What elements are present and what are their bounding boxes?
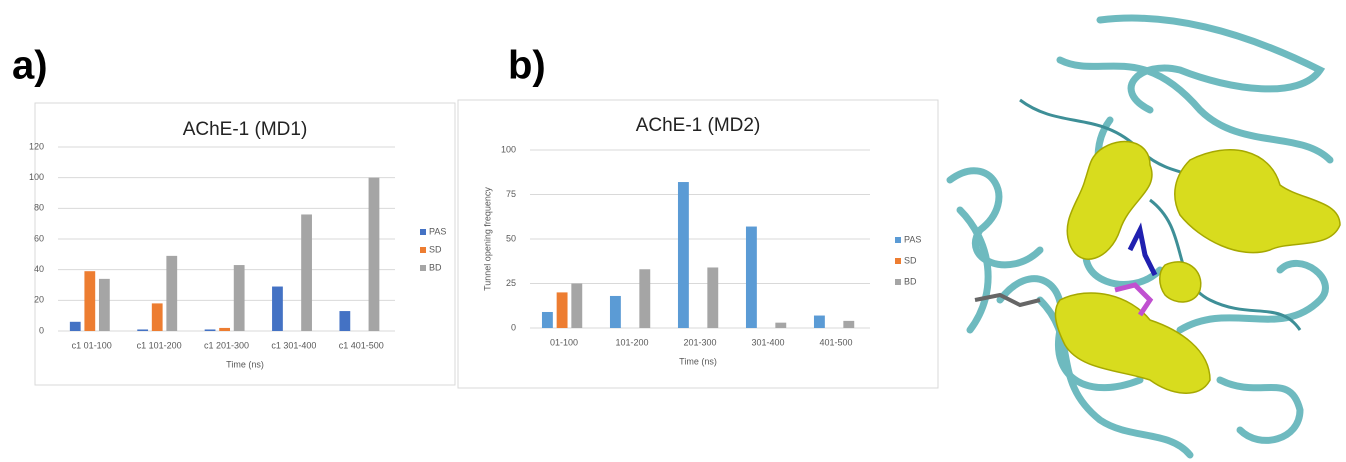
protein-image	[940, 10, 1346, 462]
y-tick-label: 75	[506, 189, 516, 199]
bar	[205, 329, 216, 331]
legend-label: SD	[429, 244, 442, 254]
bar	[234, 265, 245, 331]
y-tick-label: 0	[511, 322, 516, 332]
y-tick-label: 100	[501, 144, 516, 154]
y-tick-label: 100	[29, 172, 44, 182]
bar	[746, 227, 757, 328]
legend-swatch	[420, 265, 426, 271]
x-tick-label: 101-200	[615, 337, 648, 347]
bar	[610, 296, 621, 328]
bar	[707, 267, 718, 328]
bar	[678, 182, 689, 328]
y-tick-label: 80	[34, 203, 44, 213]
bar	[843, 321, 854, 328]
figure: a) b) c) AChE-1 (MD1)02040608010012	[0, 0, 1346, 462]
legend-swatch	[895, 237, 901, 243]
bar	[814, 316, 825, 328]
x-tick-label: 201-300	[683, 337, 716, 347]
chart-title: AChE-1 (MD2)	[636, 115, 761, 136]
legend-label: PAS	[904, 234, 921, 244]
bar	[84, 271, 95, 331]
bar	[339, 311, 350, 331]
x-tick-label: 301-400	[751, 337, 784, 347]
x-tick-label: 401-500	[819, 337, 852, 347]
y-tick-label: 25	[506, 278, 516, 288]
bar	[542, 312, 553, 328]
chart-title: AChE-1 (MD1)	[183, 119, 308, 140]
legend-label: BD	[904, 276, 917, 286]
y-tick-label: 120	[29, 141, 44, 151]
bar	[369, 178, 380, 331]
x-axis-label: Time (ns)	[679, 356, 717, 366]
x-tick-label: c1 301-400	[271, 340, 316, 350]
legend-swatch	[420, 229, 426, 235]
legend-swatch	[420, 247, 426, 253]
bar	[137, 329, 148, 331]
x-tick-label: 01-100	[550, 337, 578, 347]
y-tick-label: 50	[506, 233, 516, 243]
x-tick-label: c1 01-100	[72, 340, 112, 350]
legend-label: BD	[429, 262, 442, 272]
legend-swatch	[895, 258, 901, 264]
bar	[639, 269, 650, 328]
bar	[301, 214, 312, 331]
y-tick-label: 40	[34, 264, 44, 274]
legend-label: SD	[904, 255, 917, 265]
bar	[99, 279, 110, 331]
x-tick-label: c1 401-500	[339, 340, 384, 350]
bar	[775, 323, 786, 328]
bar	[272, 287, 283, 331]
bar	[557, 292, 568, 328]
x-tick-label: c1 101-200	[137, 340, 182, 350]
legend-label: PAS	[429, 226, 446, 236]
bar	[219, 328, 230, 331]
y-tick-label: 20	[34, 295, 44, 305]
y-tick-label: 60	[34, 233, 44, 243]
bar	[166, 256, 177, 331]
bar	[571, 284, 582, 329]
bar	[152, 303, 163, 331]
x-tick-label: c1 201-300	[204, 340, 249, 350]
panel-label: a)	[12, 44, 48, 88]
x-axis-label: Time (ns)	[226, 359, 264, 369]
panel-label: b)	[508, 44, 546, 88]
legend-swatch	[895, 279, 901, 285]
y-tick-label: 0	[39, 325, 44, 335]
bar	[70, 322, 81, 331]
y-axis-label: Tunnel opening frequency	[482, 187, 492, 291]
